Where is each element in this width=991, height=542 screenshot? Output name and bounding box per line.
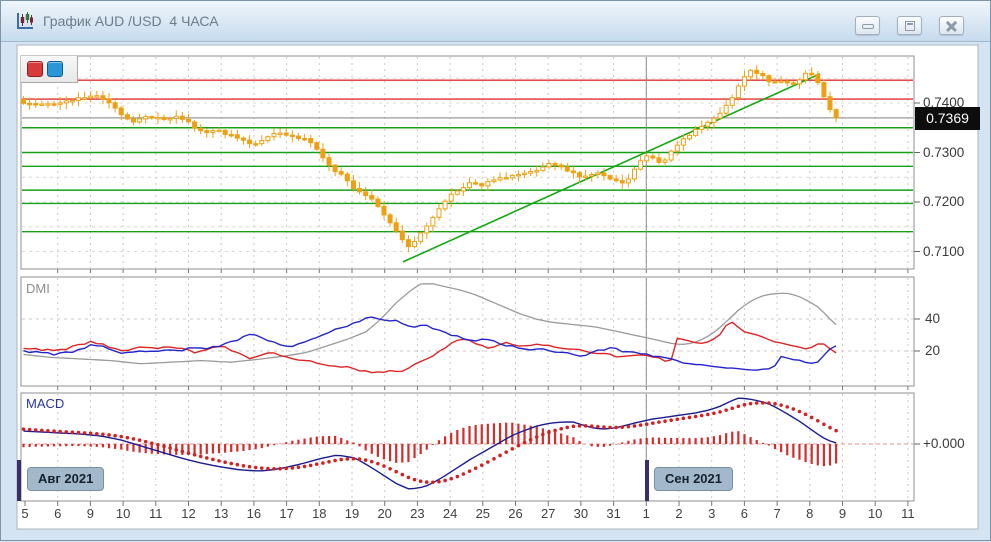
date-label: 6 <box>54 506 62 521</box>
date-label: 8 <box>806 506 814 521</box>
minimize-icon <box>862 24 874 29</box>
date-label: 5 <box>21 506 29 521</box>
candlestick-chart-icon <box>14 10 36 32</box>
price-chart-plot[interactable] <box>21 56 914 269</box>
red-candles-swatch-button[interactable] <box>27 61 43 77</box>
title-bar[interactable]: График AUD /USD 4 ЧАСА <box>1 1 990 42</box>
date-label: 9 <box>86 506 94 521</box>
month-start-marker-aug <box>17 460 21 501</box>
date-label: 20 <box>377 506 392 521</box>
date-label: 26 <box>508 506 523 521</box>
dmi-tick-label: 20 <box>925 343 941 358</box>
date-label: 23 <box>410 506 425 521</box>
date-label: 18 <box>312 506 327 521</box>
date-label: 19 <box>344 506 360 521</box>
month-start-marker-sep <box>645 460 649 501</box>
date-label: 31 <box>606 506 621 521</box>
current-price-box: 0.7369 <box>915 107 980 130</box>
date-label: 12 <box>181 506 196 521</box>
date-label: 9 <box>838 506 847 521</box>
macd-plot[interactable] <box>21 393 914 501</box>
date-label: 11 <box>149 506 163 521</box>
minimize-button[interactable] <box>855 16 880 35</box>
month-badge-sep: Сен 2021 <box>654 467 734 491</box>
date-label: 2 <box>675 506 683 521</box>
price-tick-label: 0.7100 <box>923 243 965 259</box>
date-label: 30 <box>573 506 589 521</box>
macd-zero-label: +0.000 <box>923 436 965 451</box>
close-button[interactable] <box>939 16 964 35</box>
date-label: 1 <box>642 506 650 521</box>
date-label: 17 <box>279 506 294 521</box>
price-tick-label: 0.7200 <box>923 194 965 209</box>
chart-style-toolbar <box>21 56 78 83</box>
dmi-plot[interactable] <box>21 277 914 386</box>
macd-panel-title: MACD <box>26 396 65 411</box>
dmi-tick-label: 40 <box>925 311 941 326</box>
price-tick-label: 0.7400 <box>923 95 965 110</box>
date-label: 13 <box>213 506 229 521</box>
date-label: 6 <box>740 506 748 521</box>
date-label: 10 <box>115 506 131 521</box>
date-label: 27 <box>540 506 556 521</box>
window-title: График AUD /USD 4 ЧАСА <box>43 13 219 29</box>
window-controls <box>855 16 964 35</box>
date-label: 7 <box>773 506 781 521</box>
date-label: 3 <box>708 506 716 521</box>
date-label: 24 <box>442 506 458 521</box>
blue-candles-swatch-button[interactable] <box>47 61 63 77</box>
date-label: 10 <box>867 506 883 521</box>
date-label: 16 <box>246 506 262 521</box>
date-label: 11 <box>901 506 915 521</box>
maximize-icon <box>905 21 915 31</box>
price-tick-label: 0.7300 <box>923 144 965 160</box>
month-badge-aug: Авг 2021 <box>27 467 105 491</box>
date-label: 25 <box>475 506 491 521</box>
dmi-panel-title: DMI <box>26 281 50 296</box>
maximize-button[interactable] <box>897 16 922 35</box>
